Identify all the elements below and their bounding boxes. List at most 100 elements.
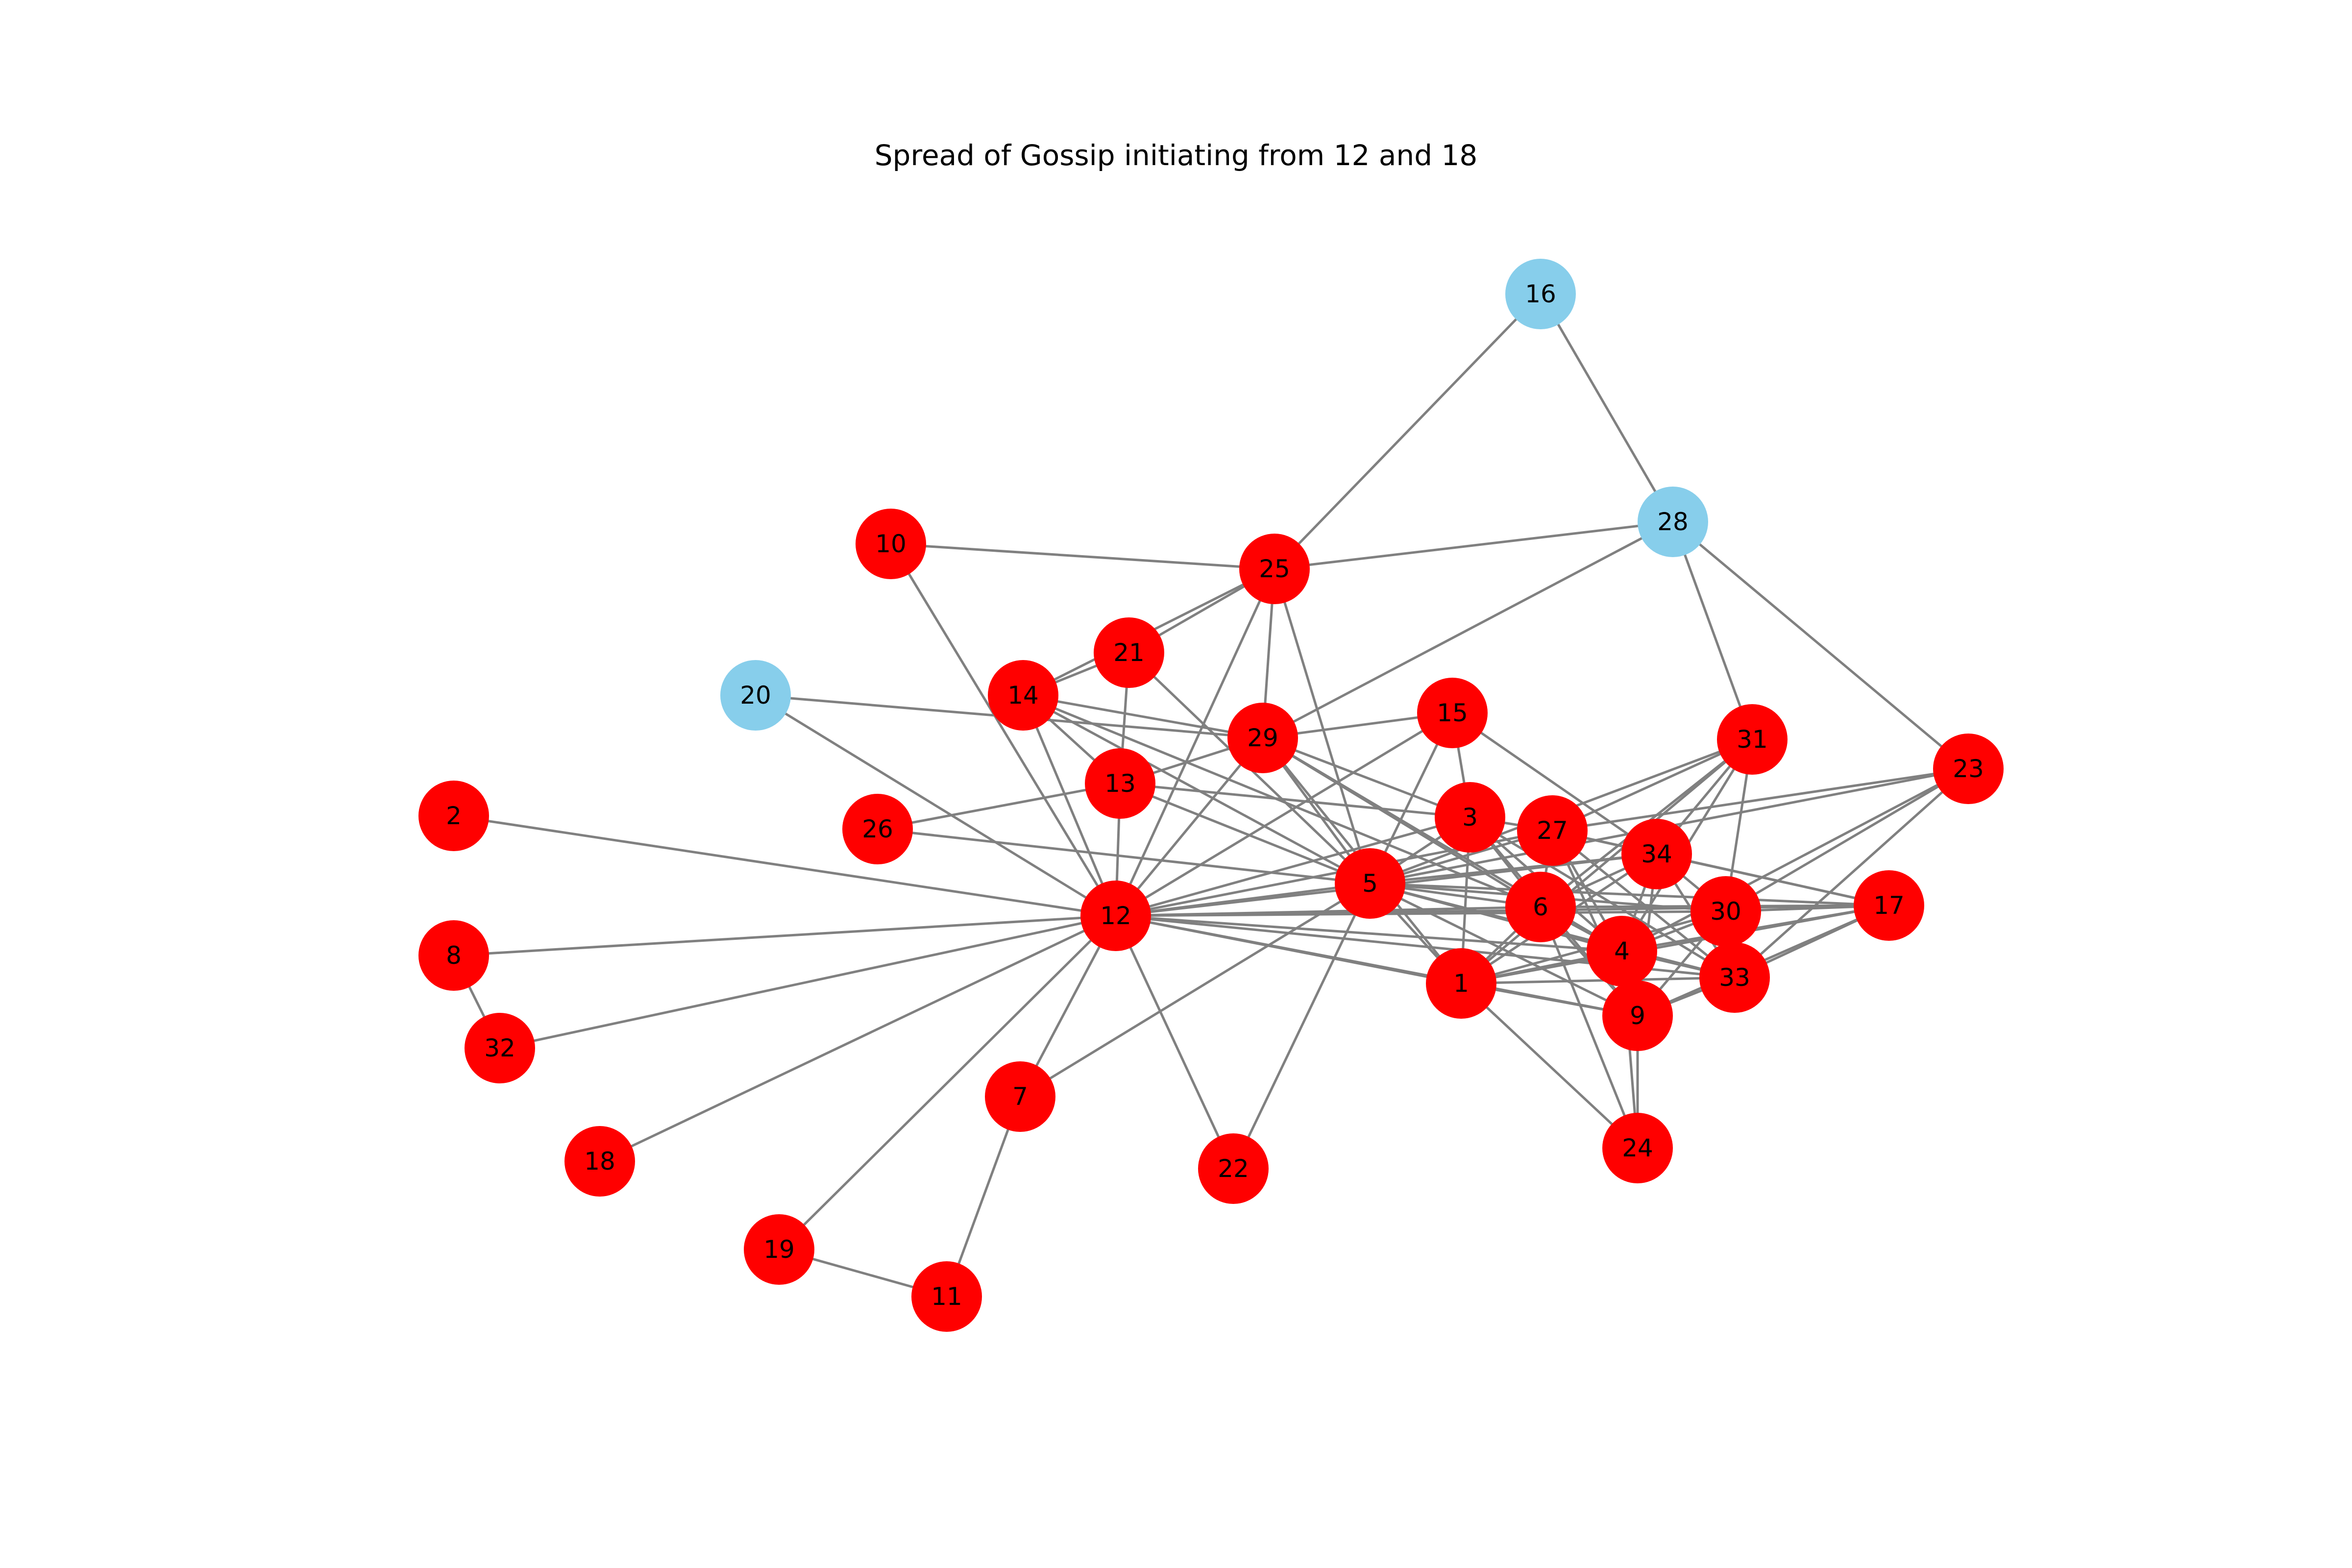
node-circle-29	[1227, 703, 1298, 773]
node-31: 31	[1717, 704, 1788, 775]
edge-32-12	[499, 914, 1116, 1050]
node-circle-22	[1198, 1133, 1269, 1204]
node-label-29: 29	[1247, 724, 1278, 752]
node-label-8: 8	[446, 941, 462, 970]
node-27: 27	[1517, 795, 1588, 866]
node-label-1: 1	[1453, 969, 1469, 998]
node-circle-9	[1602, 980, 1673, 1051]
edge-2-12	[453, 814, 1116, 917]
node-label-15: 15	[1437, 699, 1468, 727]
node-28: 28	[1638, 487, 1708, 557]
node-circle-20	[720, 660, 791, 731]
node-label-24: 24	[1622, 1134, 1653, 1162]
node-23: 23	[1933, 734, 2004, 804]
node-label-11: 11	[931, 1282, 962, 1311]
node-label-20: 20	[740, 681, 771, 710]
node-circle-27	[1517, 795, 1588, 866]
node-label-16: 16	[1525, 280, 1556, 308]
node-label-18: 18	[584, 1147, 615, 1176]
edge-14-6	[1023, 694, 1541, 908]
node-circle-19	[744, 1214, 814, 1285]
node-2: 2	[418, 781, 489, 851]
node-label-34: 34	[1641, 840, 1672, 868]
node-circle-11	[911, 1261, 982, 1332]
node-7: 7	[985, 1061, 1055, 1132]
edge-28-25	[1274, 520, 1673, 570]
edge-12-3	[1115, 816, 1470, 917]
edge-20-12	[755, 694, 1117, 917]
node-circle-4	[1587, 916, 1657, 986]
edge-3-33	[1469, 816, 1736, 979]
edge-28-29	[1262, 520, 1674, 739]
edge-1-33	[1461, 976, 1735, 985]
node-15: 15	[1417, 678, 1488, 748]
node-33: 33	[1699, 942, 1770, 1013]
node-label-14: 14	[1007, 681, 1039, 710]
edge-6-24	[1539, 906, 1639, 1149]
edge-5-9	[1369, 882, 1639, 1017]
node-circle-32	[465, 1013, 535, 1083]
node-label-32: 32	[484, 1034, 515, 1062]
node-circle-14	[988, 660, 1058, 731]
node-circle-24	[1602, 1113, 1673, 1183]
node-circle-28	[1638, 487, 1708, 557]
edge-23-4	[1621, 767, 1969, 953]
node-label-3: 3	[1462, 803, 1478, 832]
node-label-25: 25	[1259, 555, 1290, 583]
node-6: 6	[1505, 872, 1576, 942]
chart-title: Spread of Gossip initiating from 12 and …	[874, 139, 1478, 172]
node-11: 11	[911, 1261, 982, 1332]
edge-18-12	[599, 914, 1117, 1163]
edge-7-11	[945, 1096, 1022, 1297]
node-9: 9	[1602, 980, 1673, 1051]
node-circle-21	[1094, 617, 1164, 688]
node-circle-2	[418, 781, 489, 851]
node-circle-1	[1426, 948, 1496, 1019]
node-label-27: 27	[1537, 816, 1568, 845]
node-circle-13	[1085, 748, 1155, 819]
node-circle-8	[418, 920, 489, 991]
node-8: 8	[418, 920, 489, 991]
edge-13-5	[1120, 782, 1371, 885]
edge-29-3	[1262, 736, 1470, 819]
edge-27-23	[1552, 767, 1969, 832]
node-circle-16	[1505, 259, 1576, 329]
node-circle-5	[1335, 848, 1405, 919]
edge-15-34	[1451, 711, 1658, 856]
node-label-4: 4	[1614, 937, 1630, 965]
node-label-9: 9	[1630, 1002, 1645, 1030]
node-circle-23	[1933, 734, 2004, 804]
edge-26-5	[877, 828, 1371, 885]
node-label-33: 33	[1719, 963, 1750, 992]
edge-10-25	[890, 542, 1275, 570]
node-label-19: 19	[763, 1235, 795, 1264]
node-circle-10	[856, 509, 926, 579]
node-label-7: 7	[1012, 1082, 1028, 1111]
edge-13-3	[1120, 782, 1470, 819]
edge-23-30	[1725, 767, 1969, 913]
node-label-2: 2	[446, 802, 462, 830]
edge-14-29	[1023, 694, 1263, 739]
node-label-26: 26	[862, 815, 893, 843]
edge-23-33	[1734, 768, 1969, 979]
edge-16-25	[1274, 293, 1542, 570]
node-label-21: 21	[1113, 638, 1145, 667]
edge-26-13	[877, 782, 1121, 831]
edge-28-23	[1672, 521, 1969, 770]
node-21: 21	[1094, 617, 1164, 688]
node-14: 14	[988, 660, 1058, 731]
edge-12-4	[1115, 914, 1622, 953]
node-12: 12	[1080, 881, 1151, 951]
node-18: 18	[564, 1126, 635, 1197]
edge-16-28	[1539, 293, 1674, 523]
edge-19-12	[778, 915, 1117, 1250]
edge-22-12	[1114, 915, 1235, 1170]
edge-27-33	[1551, 830, 1736, 979]
edge-14-5	[1022, 694, 1371, 885]
edge-29-12	[1115, 737, 1264, 917]
node-circle-3	[1435, 782, 1505, 853]
node-30: 30	[1690, 876, 1761, 947]
edge-15-12	[1115, 711, 1453, 917]
